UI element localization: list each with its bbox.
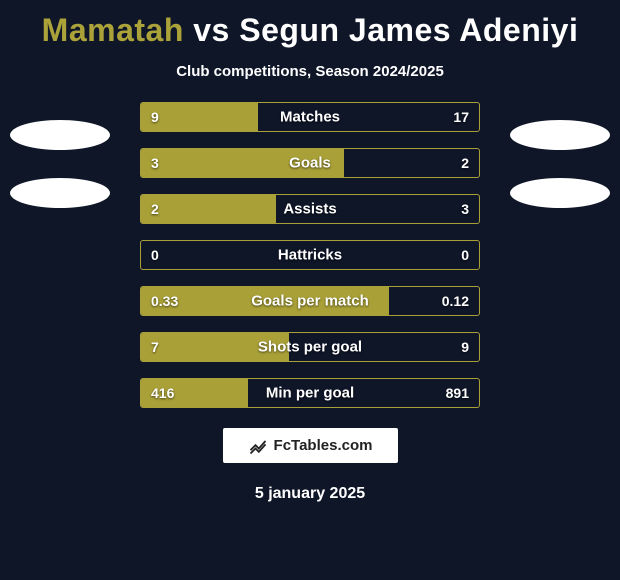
stat-row: 2 Assists 3 [140,194,480,224]
stat-label: Goals [289,155,331,172]
title-vs: vs [184,12,239,48]
stat-value-left: 3 [151,155,159,171]
title-player2: Segun James Adeniyi [239,12,578,48]
stat-value-right: 0.12 [442,293,469,309]
stat-label: Matches [280,109,340,126]
player1-badge-placeholder [10,120,110,150]
brand-text: FcTables.com [274,437,373,454]
stat-value-right: 2 [461,155,469,171]
stat-value-right: 3 [461,201,469,217]
stat-label: Min per goal [266,385,354,402]
player2-club-placeholder [510,178,610,208]
stat-row: 7 Shots per goal 9 [140,332,480,362]
stat-label: Goals per match [251,293,369,310]
stat-label: Shots per goal [258,339,362,356]
stat-value-left: 9 [151,109,159,125]
stat-value-left: 7 [151,339,159,355]
stat-value-left: 416 [151,385,174,401]
stat-label: Assists [283,201,336,218]
title-player1: Mamatah [42,12,184,48]
stat-value-right: 9 [461,339,469,355]
stat-value-left: 0 [151,247,159,263]
subtitle: Club competitions, Season 2024/2025 [0,63,620,80]
stat-value-right: 891 [446,385,469,401]
stat-row: 0 Hattricks 0 [140,240,480,270]
stat-fill [141,195,276,223]
stat-row: 3 Goals 2 [140,148,480,178]
stat-row: 9 Matches 17 [140,102,480,132]
chart-icon [248,436,268,456]
player1-club-placeholder [10,178,110,208]
comparison-bars: 9 Matches 17 3 Goals 2 2 Assists 3 0 Hattricks 0 0.3… [140,102,480,408]
player2-badge-placeholder [510,120,610,150]
date-text: 5 january 2025 [0,485,620,503]
stat-value-right: 17 [453,109,469,125]
player1-badge-column [10,120,110,208]
stat-value-left: 2 [151,201,159,217]
brand-badge: FcTables.com [223,428,398,463]
stat-row: 0.33 Goals per match 0.12 [140,286,480,316]
player2-badge-column [510,120,610,208]
stat-label: Hattricks [278,247,342,264]
stat-value-left: 0.33 [151,293,178,309]
stat-value-right: 0 [461,247,469,263]
page-title: Mamatah vs Segun James Adeniyi [0,0,620,49]
stat-row: 416 Min per goal 891 [140,378,480,408]
